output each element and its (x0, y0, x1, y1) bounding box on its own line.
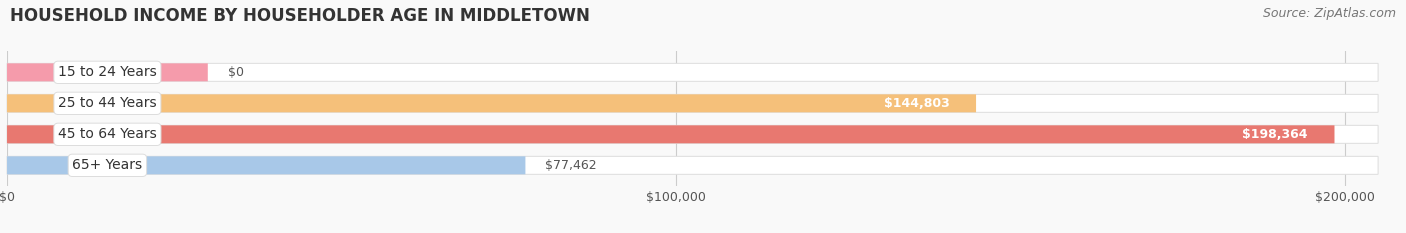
FancyBboxPatch shape (7, 156, 1378, 174)
FancyBboxPatch shape (7, 63, 1378, 81)
FancyBboxPatch shape (7, 63, 208, 81)
Text: Source: ZipAtlas.com: Source: ZipAtlas.com (1263, 7, 1396, 20)
Text: 65+ Years: 65+ Years (72, 158, 142, 172)
Text: 45 to 64 Years: 45 to 64 Years (58, 127, 157, 141)
Text: $77,462: $77,462 (546, 159, 598, 172)
FancyBboxPatch shape (7, 94, 1378, 112)
FancyBboxPatch shape (7, 125, 1334, 143)
FancyBboxPatch shape (7, 125, 1378, 143)
Text: $0: $0 (228, 66, 243, 79)
Text: $144,803: $144,803 (883, 97, 949, 110)
FancyBboxPatch shape (7, 94, 976, 112)
Text: 25 to 44 Years: 25 to 44 Years (58, 96, 156, 110)
Text: $198,364: $198,364 (1243, 128, 1308, 141)
Text: HOUSEHOLD INCOME BY HOUSEHOLDER AGE IN MIDDLETOWN: HOUSEHOLD INCOME BY HOUSEHOLDER AGE IN M… (10, 7, 589, 25)
FancyBboxPatch shape (7, 156, 526, 174)
Text: 15 to 24 Years: 15 to 24 Years (58, 65, 157, 79)
